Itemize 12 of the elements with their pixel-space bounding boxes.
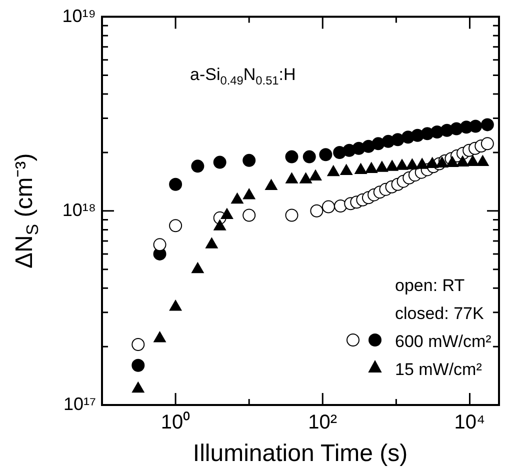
x-tick-label: 10⁴ xyxy=(454,412,486,434)
x-axis-title: Illumination Time (s) xyxy=(192,440,408,467)
y-tick-label: 10¹⁸ xyxy=(62,200,96,220)
y-axis-title: ΔNS (cm⁻³) xyxy=(11,153,42,268)
x-tick-label: 10⁰ xyxy=(160,410,190,434)
y-tick-label: 10¹⁹ xyxy=(62,6,96,26)
legend-label: 15 mW/cm² xyxy=(395,360,482,379)
legend-label: 600 mW/cm² xyxy=(395,332,492,351)
annotation: open: RT xyxy=(395,276,465,295)
x-tick-label: 10² xyxy=(308,412,338,434)
y-tick-label: 10¹⁷ xyxy=(63,394,96,414)
annotation: closed: 77K xyxy=(395,304,484,323)
